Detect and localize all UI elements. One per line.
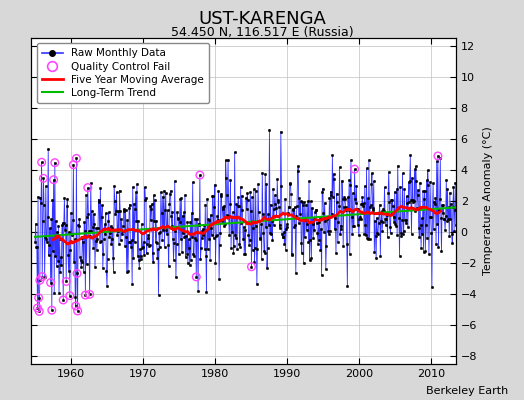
Text: 54.450 N, 116.517 E (Russia): 54.450 N, 116.517 E (Russia) [171,26,353,39]
Point [69,162,78,168]
Text: UST-KARENGA: UST-KARENGA [198,10,326,28]
Point [47,279,55,286]
Point [33,305,41,311]
Legend: Raw Monthly Data, Quality Control Fail, Five Year Moving Average, Long-Term Tren: Raw Monthly Data, Quality Control Fail, … [37,43,209,103]
Point [66,292,74,299]
Point [35,294,43,301]
Point [39,175,48,182]
Point [73,270,81,277]
Point [49,176,58,183]
Point [72,155,81,162]
Point [72,303,80,309]
Point [84,184,92,191]
Point [85,291,94,298]
Point [38,273,47,280]
Point [434,153,442,159]
Text: Berkeley Earth: Berkeley Earth [426,386,508,396]
Point [247,264,256,270]
Y-axis label: Temperature Anomaly (°C): Temperature Anomaly (°C) [483,127,493,275]
Point [36,277,44,284]
Point [73,308,82,314]
Point [37,159,46,166]
Point [351,166,359,172]
Point [81,292,90,298]
Point [51,160,59,166]
Point [59,297,68,303]
Point [192,274,201,280]
Point [35,308,43,314]
Point [195,172,204,178]
Point [48,307,56,313]
Point [62,278,70,285]
